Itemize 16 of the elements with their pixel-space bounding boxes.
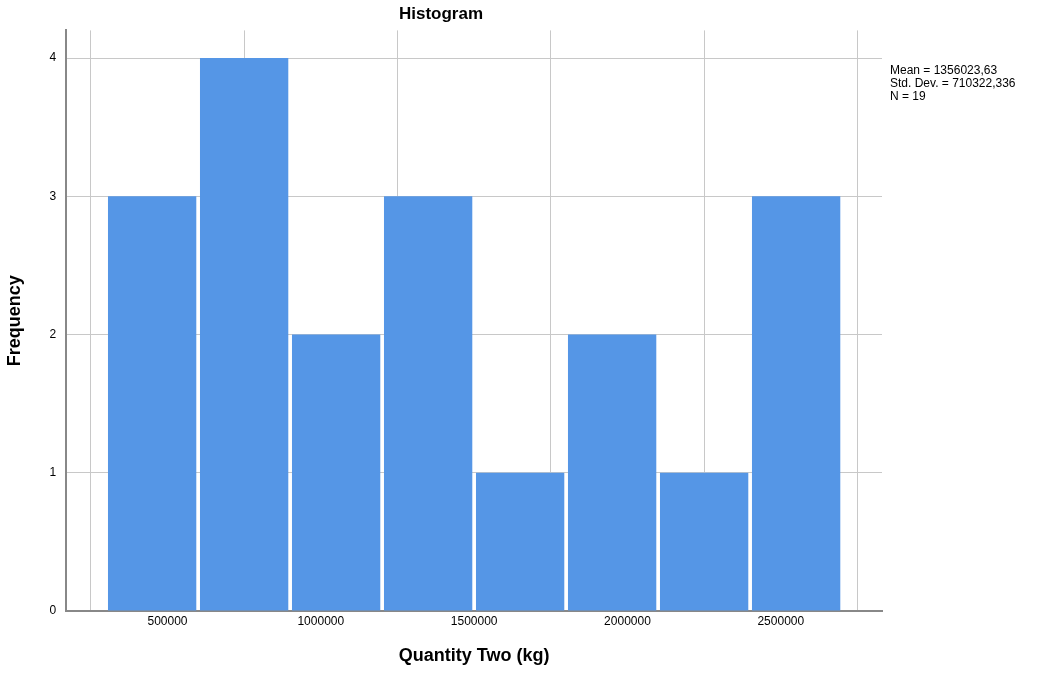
y-tick-label: 4 [49,50,57,65]
y-tick-label: 2 [49,326,57,341]
x-tick-label: 1000000 [297,613,345,628]
y-tick-label: 1 [49,465,57,480]
text: Std. Dev. = 710322,336 [890,76,1016,90]
x-tick-label: 2500000 [757,613,805,628]
text: Mean = 1356023,63 [890,63,999,77]
y-axis-title: Frequency [3,275,24,367]
y-tick-label: 3 [49,188,57,203]
chart-title: Histogram [398,3,484,23]
x-tick-label: 2000000 [604,613,652,628]
text: N = 19 [890,89,927,103]
x-axis-title: Quantity Two (kg) [398,645,550,666]
x-tick-label: 1500000 [450,613,498,628]
x-tick-label: 500000 [147,613,188,628]
y-tick-label: 0 [49,603,57,618]
